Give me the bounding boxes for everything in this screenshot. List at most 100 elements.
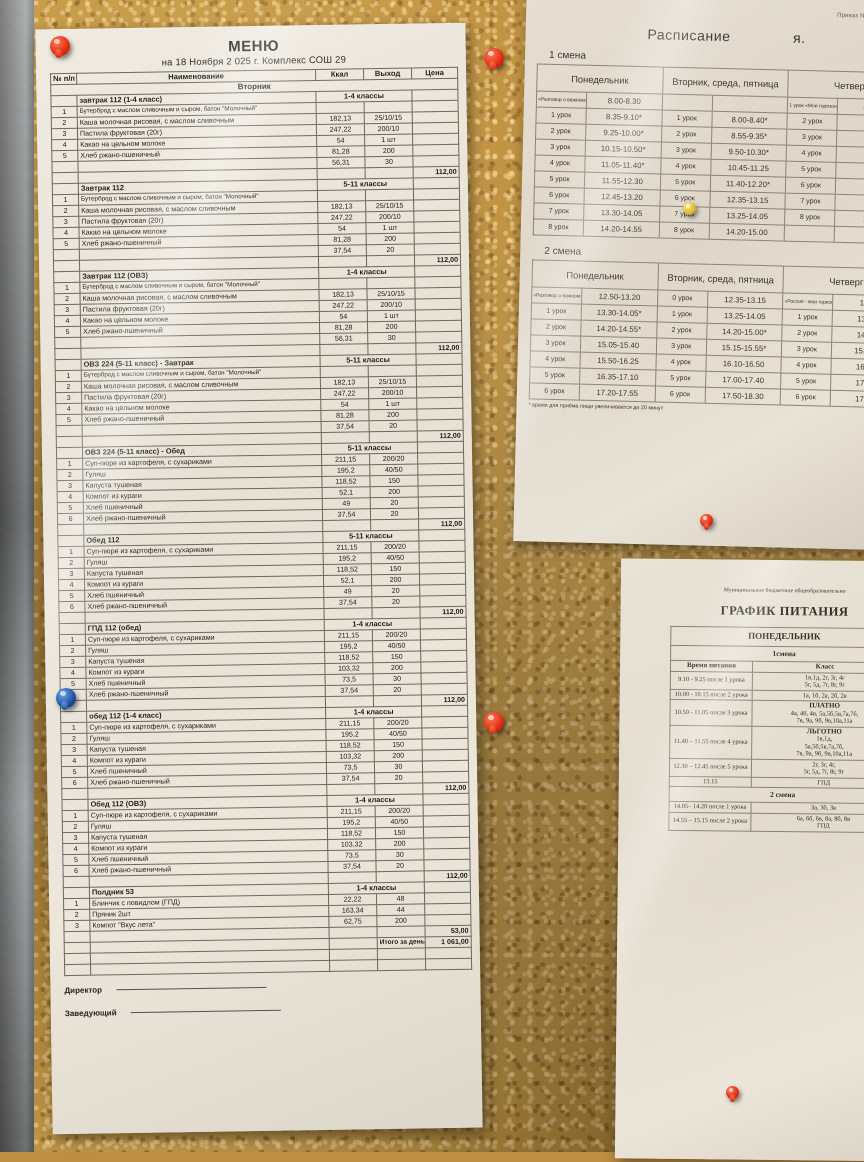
menu-item-price	[412, 155, 460, 168]
menu-sum-no	[53, 260, 80, 272]
red-pushpin-top-left[interactable]	[50, 36, 70, 58]
menu-item-kcal: 211,15	[327, 805, 376, 818]
schedule-lesson-label-thursday: 1 урок	[782, 309, 833, 327]
menu-item-price	[413, 210, 460, 223]
menu-item-price	[415, 320, 462, 333]
menu-group-no	[55, 359, 82, 371]
schedule-lesson-label-tue-wed-fri: 1 урок	[656, 305, 708, 324]
menu-item-price	[420, 661, 467, 673]
red-pushpin-grafik[interactable]	[700, 514, 713, 530]
menu-item-out: 25/10/15	[366, 288, 416, 300]
menu-item-kcal	[318, 277, 367, 290]
menu-sum-kcal	[328, 871, 377, 884]
menu-item-out: 200	[374, 749, 423, 762]
schedule-lesson-label-tue-wed-fri: 2 урок	[656, 321, 707, 340]
schedule-title-suffix: я.	[792, 29, 806, 47]
menu-group-price	[414, 265, 461, 278]
menu-item-no: 2	[51, 117, 78, 129]
menu-item-out: 30	[373, 672, 422, 685]
menu-item-price	[421, 716, 468, 728]
red-pushpin-top-right[interactable]	[484, 48, 504, 70]
menu-sum-out	[365, 167, 414, 179]
schedule-lesson-label-monday: 8 урок	[533, 218, 584, 237]
menu-blank-cell	[377, 958, 426, 971]
menu-group-price	[417, 441, 464, 453]
yellow-pushpin-schedule[interactable]	[683, 202, 696, 215]
feeding-schedule-document[interactable]: Муниципальное бюджетное общеобразователь…	[614, 558, 864, 1162]
menu-item-price	[421, 683, 468, 695]
menu-item-price	[415, 298, 462, 311]
menu-item-out: 150	[369, 474, 419, 487]
red-pushpin-grafik-bottom[interactable]	[726, 1086, 739, 1102]
menu-item-kcal: 52,1	[323, 574, 372, 587]
menu-document[interactable]: МЕНЮ на 18 Ноября 2 025 г. Комплекс СОШ …	[35, 22, 483, 1135]
menu-item-out: 25/10/15	[368, 376, 417, 388]
menu-item-no: 1	[60, 722, 87, 734]
menu-item-out: 150	[374, 738, 423, 751]
schedule-lesson-label-thursday: 3 урок	[781, 341, 832, 359]
menu-item-no: 3	[56, 480, 84, 492]
menu-item-kcal	[320, 365, 369, 378]
grafik-time: 11.40 – 11.55 после 4 урока	[669, 724, 752, 759]
schedule-lesson-label-thursday: 2 урок	[781, 325, 833, 343]
menu-item-price	[412, 100, 459, 113]
menu-item-price	[412, 144, 459, 157]
menu-item-no: 4	[58, 579, 85, 591]
col-header-price: Цена	[411, 67, 458, 80]
schedule-lesson-time-tue-wed-fri: 10.45-11.25	[710, 159, 787, 178]
blue-pushpin-bottom-left[interactable]	[56, 688, 76, 710]
schedule-day-tue-wed-fri: Вторник, среда, пятница	[657, 262, 784, 294]
menu-item-kcal: 56,31	[316, 156, 366, 169]
menu-item-no: 1	[62, 810, 89, 822]
menu-item-no: 4	[61, 755, 88, 767]
menu-sum-kcal	[319, 343, 368, 356]
col-header-out: Выход	[363, 68, 412, 80]
menu-item-price	[414, 276, 461, 289]
schedule-lesson-time-monday: 17.20-17.55	[579, 384, 656, 402]
menu-item-kcal: 81,28	[316, 145, 365, 158]
menu-item-out: 200/20	[369, 452, 418, 465]
schedule-day-thursday: Четверг	[787, 70, 864, 101]
menu-item-out: 40/50	[375, 815, 424, 828]
schedule-day-tue-wed-fri: Вторник, среда, пятница	[662, 67, 789, 98]
schedule-lesson-time-monday: 8.35-9.10*	[585, 108, 662, 127]
red-pushpin-bottom-right[interactable]	[484, 712, 504, 734]
menu-item-out: 30	[367, 332, 416, 344]
signature-manager-label: Заведующий	[64, 1008, 117, 1019]
menu-item-price	[420, 650, 467, 662]
grafik-classes-category: ПЛАТНО	[809, 701, 840, 710]
schedule-lesson-label-tue-wed-fri: 2 урок	[661, 126, 712, 144]
menu-item-kcal: 182,13	[317, 200, 366, 213]
signature-line	[130, 1009, 281, 1014]
grafik-table: ПОНЕДЕЛЬНИК 1смена Время питания Класс 9.10 …	[668, 626, 864, 833]
grafik-organization: Муниципальное бюджетное общеобразователь…	[723, 587, 846, 595]
schedule-lesson-label-monday: 3 урок	[535, 138, 586, 157]
menu-item-kcal: 103,32	[324, 662, 374, 675]
schedule-lesson-time-monday: 11.05-11.40*	[584, 156, 661, 175]
menu-item-price	[423, 837, 470, 849]
menu-item-price	[413, 221, 461, 234]
menu-sum-kcal	[321, 431, 370, 444]
schedule-shift1-table: Понедельник Вторник, среда, пятница Четвер…	[533, 63, 864, 245]
menu-item-out: 200	[372, 661, 422, 674]
menu-item-price	[423, 848, 470, 860]
menu-item-kcal: 195,2	[327, 816, 376, 829]
menu-item-kcal: 81,28	[319, 321, 368, 334]
menu-item-no: 1	[55, 370, 82, 382]
menu-item-out: 200	[376, 914, 425, 927]
signature-director: Директор	[64, 980, 472, 995]
menu-blank-cell	[329, 959, 378, 972]
schedule-lesson-label-thursday: 2 урок	[787, 113, 838, 131]
menu-sum-out	[366, 255, 415, 267]
menu-group-sum: 112,00	[421, 694, 468, 706]
menu-group-price	[422, 793, 470, 805]
menu-item-kcal: 211,15	[321, 453, 370, 466]
menu-item-no: 5	[51, 150, 78, 162]
schedule-lesson-time-monday: 14.20-14.55*	[580, 320, 657, 338]
grafik-classes: ЛЬГОТНО 1в,1д, 5а,5б,5в,7а,7б, 7в, 9а, 9б, …	[751, 725, 864, 761]
grafik-day-label: ПОНЕДЕЛЬНИК	[670, 626, 864, 648]
schedule-document[interactable]: тор школы Приказ № 446 от 01. Расписание…	[513, 0, 864, 551]
menu-item-out: 20	[370, 496, 419, 509]
menu-item-price	[418, 485, 465, 497]
schedule-lesson-time-tue-wed-fri: 12.35-13.15	[709, 191, 786, 210]
